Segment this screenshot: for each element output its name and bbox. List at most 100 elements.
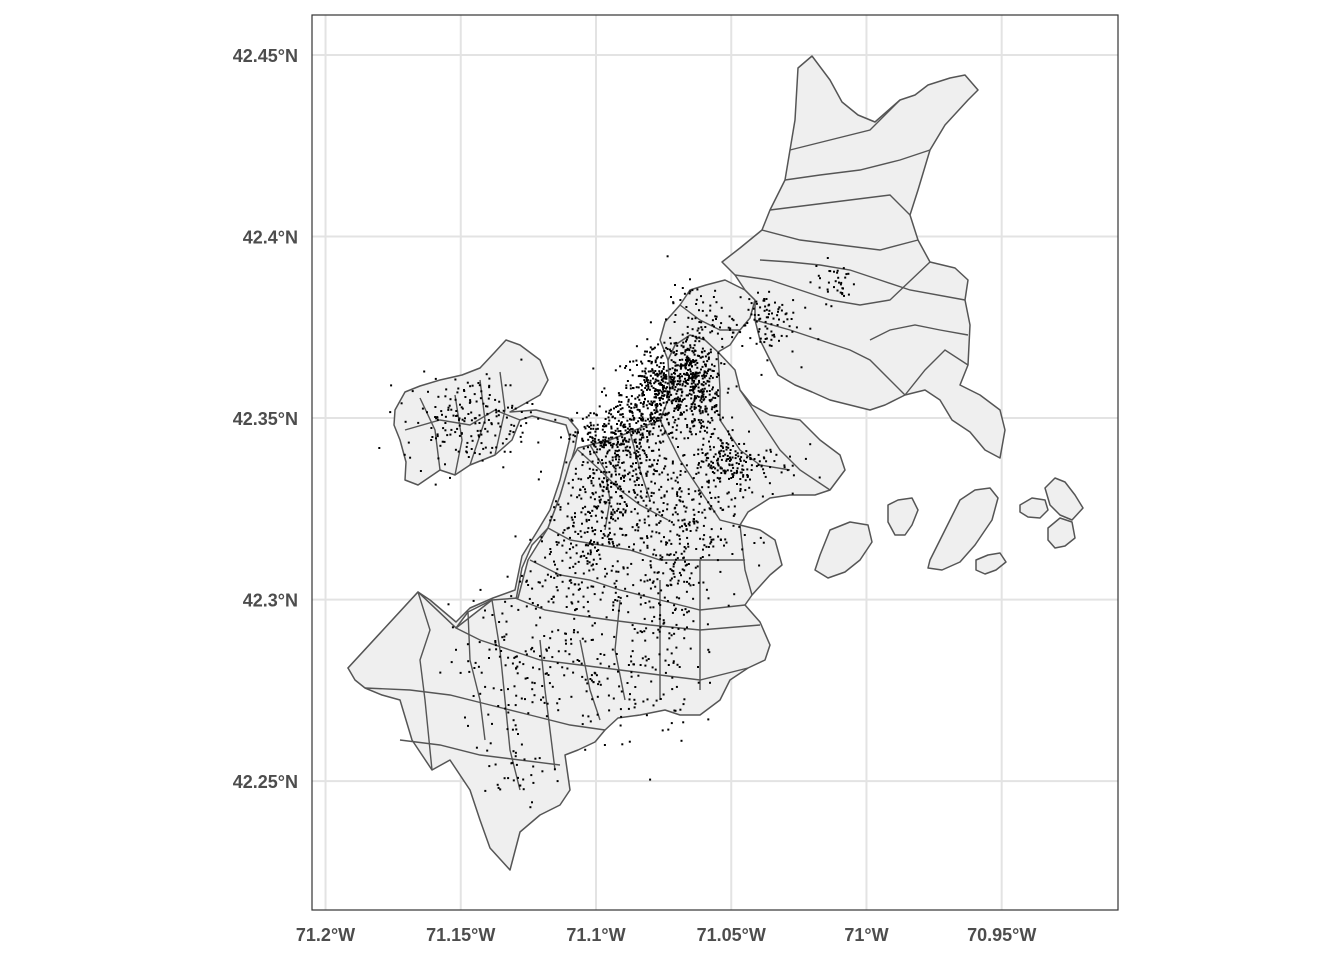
incident-point xyxy=(749,456,752,459)
incident-point xyxy=(645,404,648,407)
incident-point xyxy=(720,306,723,309)
tract-polygon xyxy=(975,552,1007,575)
incident-point xyxy=(680,739,683,742)
incident-point xyxy=(622,449,625,452)
incident-point xyxy=(612,483,615,486)
incident-point xyxy=(664,377,667,380)
incident-point xyxy=(659,381,662,384)
incident-point xyxy=(646,440,649,443)
incident-point xyxy=(650,423,653,426)
incident-point xyxy=(589,431,592,434)
incident-point xyxy=(649,465,652,468)
incident-point xyxy=(619,404,622,407)
incident-point xyxy=(681,390,684,393)
incident-point xyxy=(715,404,718,406)
incident-point xyxy=(659,429,662,432)
incident-point xyxy=(683,698,686,701)
incident-point xyxy=(707,369,709,372)
incident-point xyxy=(559,574,562,577)
x-tick-label: 71.15°W xyxy=(426,925,495,945)
incident-point xyxy=(672,377,675,380)
incident-point xyxy=(618,473,621,476)
incident-point xyxy=(706,353,709,356)
incident-point xyxy=(658,425,660,428)
incident-point xyxy=(702,395,705,398)
incident-point xyxy=(579,488,582,491)
incident-point xyxy=(657,379,660,382)
incident-point xyxy=(736,483,738,485)
incident-point xyxy=(661,556,664,559)
incident-point xyxy=(682,721,685,724)
incident-point xyxy=(619,408,622,411)
incident-point xyxy=(687,357,690,359)
incident-point xyxy=(637,375,640,378)
incident-point xyxy=(675,428,678,431)
incident-point xyxy=(522,778,525,781)
incident-point xyxy=(591,543,594,546)
incident-point xyxy=(614,464,617,467)
incident-point xyxy=(640,412,643,415)
incident-point xyxy=(783,466,786,469)
incident-point xyxy=(686,563,688,566)
incident-point xyxy=(426,411,428,414)
incident-point xyxy=(598,553,601,556)
incident-point xyxy=(689,530,692,532)
incident-point xyxy=(720,472,723,474)
incident-point xyxy=(546,573,549,576)
incident-point xyxy=(585,518,588,521)
incident-point xyxy=(692,477,695,480)
incident-point xyxy=(709,445,711,448)
incident-point xyxy=(550,515,553,518)
incident-point xyxy=(646,436,649,439)
incident-point xyxy=(633,706,636,709)
incident-point xyxy=(721,416,724,419)
incident-point xyxy=(700,495,702,498)
incident-point xyxy=(765,316,768,319)
incident-point xyxy=(631,430,634,433)
incident-point xyxy=(660,371,663,374)
incident-point xyxy=(565,595,568,598)
incident-point xyxy=(661,471,664,474)
incident-point xyxy=(696,366,699,369)
incident-point xyxy=(444,422,447,424)
incident-point xyxy=(710,528,713,531)
incident-point xyxy=(651,418,654,421)
incident-point xyxy=(731,429,734,432)
incident-point xyxy=(635,455,638,457)
y-tick-label: 42.45°N xyxy=(233,46,298,66)
incident-point xyxy=(759,536,762,539)
incident-point xyxy=(680,400,683,403)
incident-point xyxy=(839,283,842,286)
incident-point xyxy=(685,359,688,362)
incident-point xyxy=(731,464,734,467)
incident-point xyxy=(607,422,610,425)
incident-point xyxy=(585,543,588,546)
incident-point xyxy=(549,519,552,522)
incident-point xyxy=(771,493,774,495)
incident-point xyxy=(617,670,619,673)
incident-point xyxy=(495,648,498,651)
incident-point xyxy=(739,331,742,334)
incident-point xyxy=(611,648,614,651)
incident-point xyxy=(570,581,573,584)
incident-point xyxy=(641,362,644,365)
incident-point xyxy=(732,466,735,469)
incident-point xyxy=(657,571,660,574)
incident-point xyxy=(705,407,708,410)
incident-point xyxy=(632,548,635,551)
incident-point xyxy=(633,417,636,420)
incident-point xyxy=(568,566,571,569)
incident-point xyxy=(717,437,720,440)
incident-point xyxy=(617,410,620,413)
incident-point xyxy=(652,553,655,556)
incident-point xyxy=(726,391,729,394)
incident-point xyxy=(703,370,706,373)
incident-point xyxy=(587,552,589,555)
incident-point xyxy=(489,742,492,745)
incident-point xyxy=(780,309,783,312)
incident-point xyxy=(629,387,632,390)
incident-point xyxy=(646,407,649,410)
incident-point xyxy=(473,417,476,420)
incident-point xyxy=(695,372,698,375)
incident-point xyxy=(776,314,779,317)
